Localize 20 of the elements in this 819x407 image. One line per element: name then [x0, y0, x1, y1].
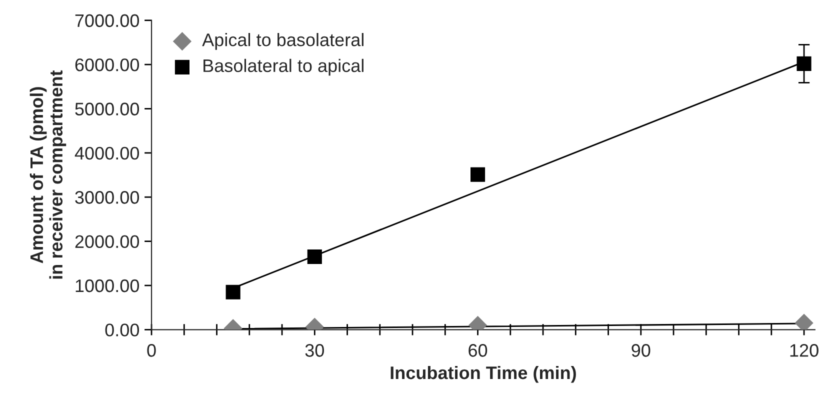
x-tick-label: 0	[147, 344, 156, 357]
y-tick-label: 5000.00	[75, 102, 140, 116]
y-axis-title: Amount of TA (pmol) in receiver compartment	[30, 70, 66, 279]
point	[470, 167, 486, 182]
x-tick-label: 30	[305, 344, 324, 357]
x-tick-label: 120	[790, 344, 818, 357]
y-tick-label: 7000.00	[75, 14, 140, 28]
y-tick-label: 6000.00	[75, 58, 140, 72]
y-tick-label: 2000.00	[75, 235, 140, 248]
y-tick-label: 0.00	[105, 324, 140, 336]
x-axis-title: Incubation Time (min)	[390, 366, 576, 383]
legend-label: Basolateral to apical	[204, 58, 364, 76]
x-tick-label: 90	[632, 344, 650, 357]
y-tick-label: 1000.00	[76, 279, 140, 292]
point	[307, 249, 322, 264]
x-tick-label: 60	[468, 344, 488, 357]
point	[796, 56, 812, 71]
y-tick-label: 3000.00	[75, 191, 140, 204]
legend-label: Apical to basolateral	[202, 32, 364, 50]
y-tick-label: 4000.00	[74, 146, 140, 160]
